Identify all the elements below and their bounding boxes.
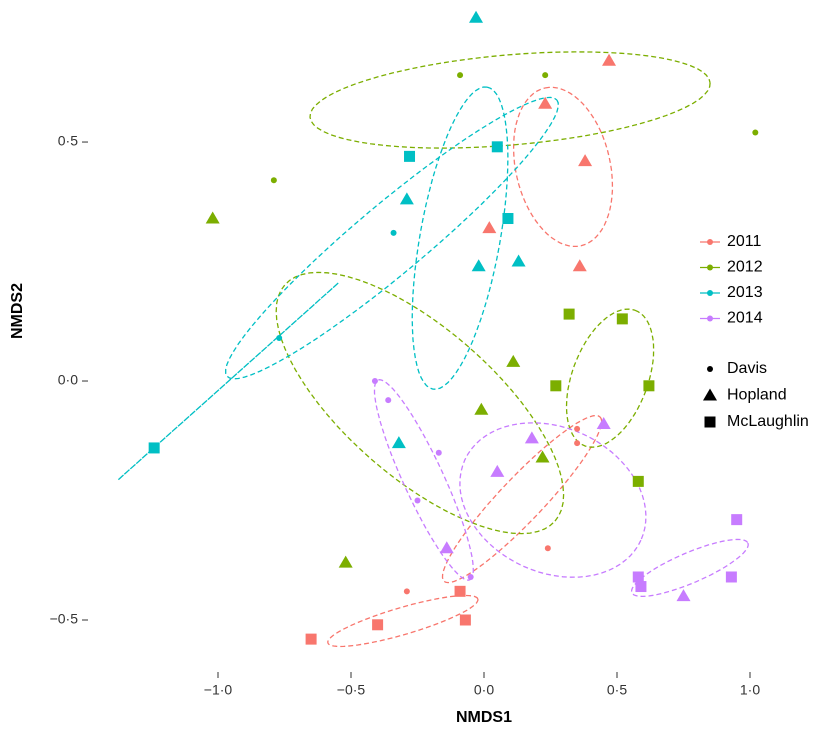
point <box>502 213 514 225</box>
point <box>305 633 317 645</box>
point <box>542 72 549 79</box>
point <box>524 431 539 444</box>
point <box>550 380 562 392</box>
y-tick-label: 0·5 <box>58 133 78 149</box>
x-axis-label: NMDS1 <box>456 709 512 726</box>
ellipse <box>225 96 559 380</box>
ellipse <box>327 594 479 648</box>
legend-label: 2011 <box>727 233 762 250</box>
point <box>469 10 484 23</box>
point <box>474 402 489 415</box>
legend-label: Hopland <box>727 387 787 404</box>
point <box>506 354 521 367</box>
point <box>572 259 587 272</box>
legend-key <box>703 388 717 401</box>
point <box>482 221 497 234</box>
point <box>511 254 526 267</box>
point <box>467 573 474 580</box>
x-tick-label: 1·0 <box>740 682 760 698</box>
point <box>385 397 392 404</box>
legend-key <box>707 264 713 271</box>
ellipse <box>309 51 711 149</box>
point <box>574 440 581 447</box>
point <box>491 141 503 153</box>
point <box>459 614 471 626</box>
point <box>371 378 378 385</box>
point <box>632 571 644 583</box>
ellipse <box>373 379 474 581</box>
y-axis-label: NMDS2 <box>9 283 26 339</box>
point <box>578 154 593 167</box>
point <box>635 581 647 593</box>
legend-key <box>707 366 713 372</box>
point <box>399 192 414 205</box>
y-tick-label: 0·0 <box>58 372 78 388</box>
point <box>616 313 628 325</box>
ellipse <box>441 414 603 584</box>
point <box>632 475 644 487</box>
ellipse <box>275 271 565 535</box>
point <box>457 72 464 79</box>
x-tick-label: −1·0 <box>204 682 233 698</box>
point <box>471 259 486 272</box>
legend-key <box>707 290 713 296</box>
point <box>544 545 551 552</box>
point <box>454 585 466 597</box>
legend-key <box>704 416 716 428</box>
ellipse <box>459 422 647 578</box>
legend-label: Davis <box>727 360 767 377</box>
point <box>276 335 283 341</box>
point <box>676 589 691 602</box>
point <box>403 588 410 595</box>
legend-label: McLaughlin <box>727 413 809 430</box>
x-tick-label: 0·5 <box>607 682 627 698</box>
point <box>435 449 442 456</box>
legend-label: 2014 <box>727 310 763 327</box>
point <box>439 541 454 554</box>
legend-label: 2013 <box>727 284 763 301</box>
point <box>563 308 575 320</box>
ellipse <box>411 86 509 390</box>
legend-label: 2012 <box>727 259 763 276</box>
point <box>391 436 406 449</box>
point <box>404 150 416 162</box>
point <box>725 571 737 583</box>
ellipse <box>117 282 339 481</box>
point <box>574 425 581 432</box>
y-tick-label: −0·5 <box>50 611 79 627</box>
x-tick-label: 0·0 <box>474 682 494 698</box>
point <box>752 129 759 136</box>
point <box>270 177 277 184</box>
point <box>538 96 553 109</box>
legend-key <box>707 315 713 322</box>
point <box>372 619 384 631</box>
point <box>338 555 353 568</box>
point <box>643 380 655 392</box>
point <box>414 497 421 504</box>
point <box>596 417 611 430</box>
ellipse <box>630 538 749 598</box>
ellipse <box>512 86 614 248</box>
x-tick-label: −0·5 <box>337 682 366 698</box>
point <box>602 53 617 66</box>
point <box>490 464 505 477</box>
point <box>535 450 550 463</box>
point <box>731 514 743 526</box>
point <box>390 229 397 236</box>
ellipse <box>565 308 655 448</box>
legend-key <box>707 239 713 245</box>
point <box>205 211 220 224</box>
point <box>148 442 160 454</box>
